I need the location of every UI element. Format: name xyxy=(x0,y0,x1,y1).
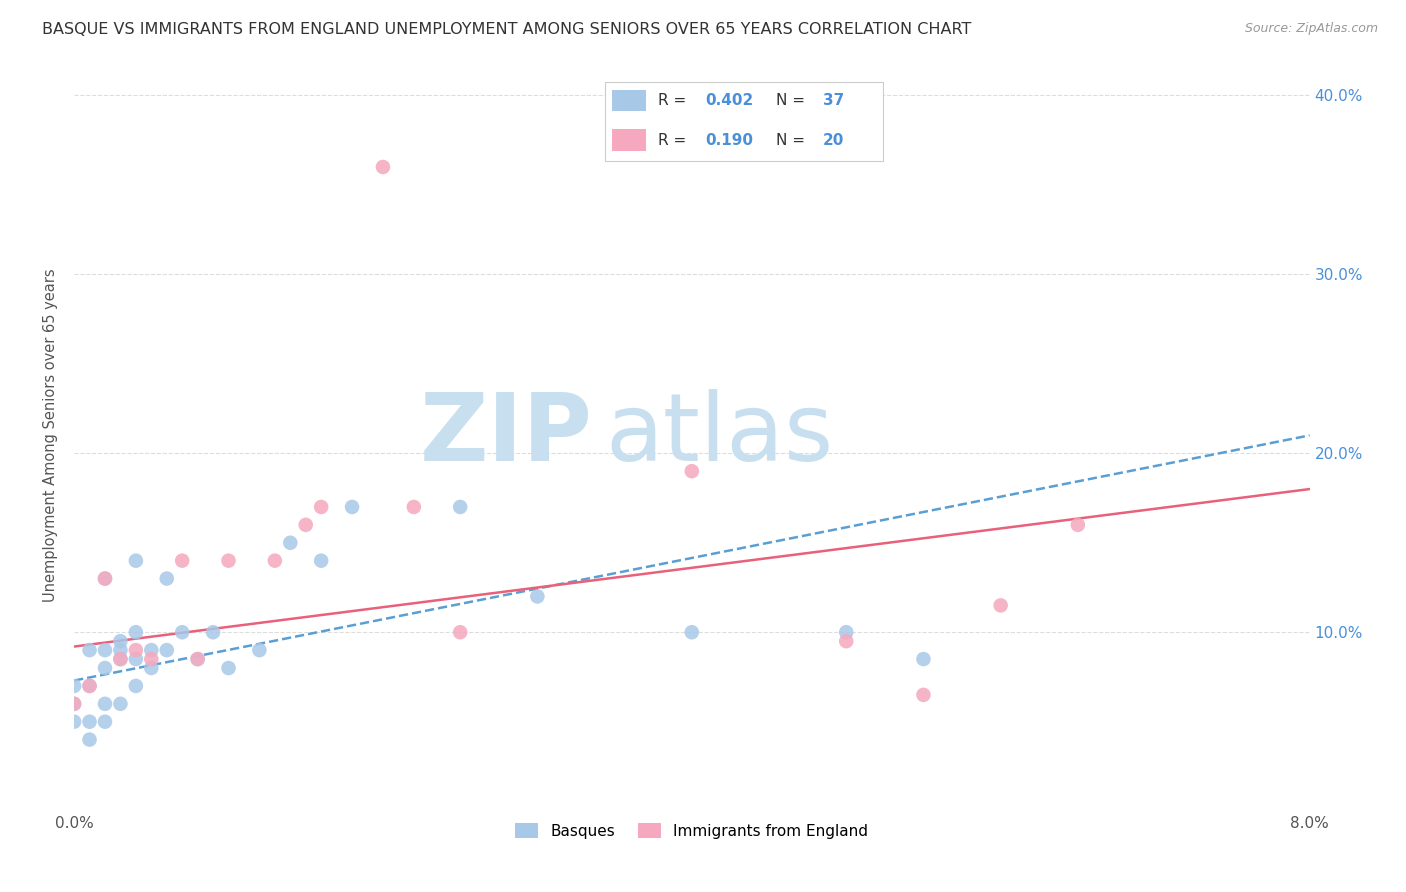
Point xyxy=(294,517,316,532)
Point xyxy=(1067,517,1090,532)
Point xyxy=(125,554,148,568)
Point xyxy=(218,554,240,568)
Point xyxy=(449,625,471,640)
Point xyxy=(110,643,132,657)
Point xyxy=(990,599,1012,613)
Point xyxy=(63,714,86,729)
Point xyxy=(125,679,148,693)
Point xyxy=(835,625,858,640)
Text: R =: R = xyxy=(658,94,692,109)
Point xyxy=(141,643,163,657)
Text: Source: ZipAtlas.com: Source: ZipAtlas.com xyxy=(1244,22,1378,36)
Text: BASQUE VS IMMIGRANTS FROM ENGLAND UNEMPLOYMENT AMONG SENIORS OVER 65 YEARS CORRE: BASQUE VS IMMIGRANTS FROM ENGLAND UNEMPL… xyxy=(42,22,972,37)
Point xyxy=(187,652,209,666)
Legend: Basques, Immigrants from England: Basques, Immigrants from England xyxy=(509,817,875,845)
Text: 0.402: 0.402 xyxy=(706,94,754,109)
Point xyxy=(79,732,101,747)
Point xyxy=(172,625,194,640)
Point xyxy=(681,625,703,640)
Point xyxy=(110,697,132,711)
Point xyxy=(340,500,363,514)
Point xyxy=(63,679,86,693)
Point xyxy=(141,661,163,675)
Point xyxy=(156,643,179,657)
Point xyxy=(94,714,117,729)
Point xyxy=(110,652,132,666)
Point xyxy=(449,500,471,514)
Point xyxy=(218,661,240,675)
Point xyxy=(172,554,194,568)
Point xyxy=(263,554,285,568)
Point xyxy=(125,643,148,657)
Point xyxy=(187,652,209,666)
Point xyxy=(278,535,301,549)
Point xyxy=(110,652,132,666)
Point xyxy=(125,652,148,666)
Y-axis label: Unemployment Among Seniors over 65 years: Unemployment Among Seniors over 65 years xyxy=(44,268,58,602)
Point xyxy=(94,697,117,711)
Point xyxy=(202,625,225,640)
Text: N =: N = xyxy=(776,94,810,109)
FancyBboxPatch shape xyxy=(612,90,647,112)
Point xyxy=(94,661,117,675)
Point xyxy=(79,643,101,657)
Point xyxy=(94,643,117,657)
Point xyxy=(912,652,935,666)
FancyBboxPatch shape xyxy=(606,82,883,161)
Point xyxy=(526,590,548,604)
Point xyxy=(309,500,332,514)
Point xyxy=(63,697,86,711)
Point xyxy=(79,714,101,729)
Point xyxy=(141,652,163,666)
Text: 0.190: 0.190 xyxy=(706,133,754,147)
Text: 20: 20 xyxy=(823,133,844,147)
Point xyxy=(110,634,132,648)
Point xyxy=(371,160,394,174)
Text: atlas: atlas xyxy=(606,390,834,482)
Text: R =: R = xyxy=(658,133,692,147)
Point xyxy=(79,679,101,693)
Point xyxy=(156,572,179,586)
Point xyxy=(94,572,117,586)
Point xyxy=(835,634,858,648)
Text: 37: 37 xyxy=(823,94,844,109)
Point xyxy=(94,572,117,586)
FancyBboxPatch shape xyxy=(612,129,647,151)
Point xyxy=(402,500,425,514)
Point xyxy=(125,625,148,640)
Point xyxy=(79,679,101,693)
Text: ZIP: ZIP xyxy=(420,390,593,482)
Point xyxy=(681,464,703,478)
Text: N =: N = xyxy=(776,133,810,147)
Point xyxy=(247,643,270,657)
Point xyxy=(912,688,935,702)
Point xyxy=(63,697,86,711)
Point xyxy=(309,554,332,568)
